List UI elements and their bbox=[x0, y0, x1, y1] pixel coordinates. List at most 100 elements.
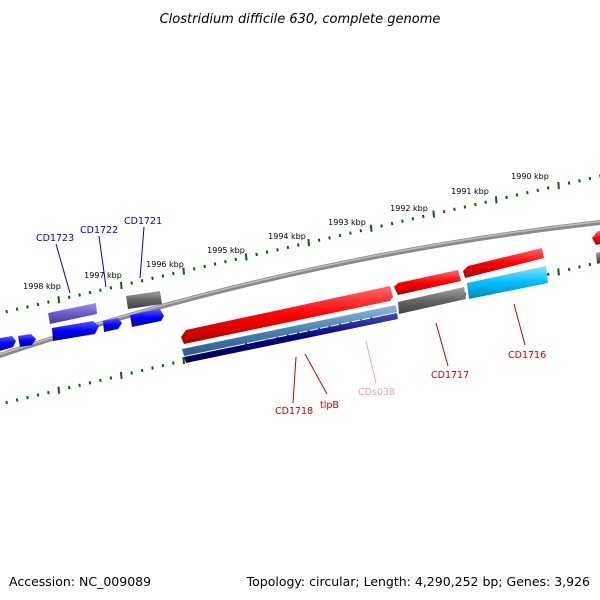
scale-tick-upper bbox=[442, 210, 446, 214]
scale-tick-upper bbox=[203, 264, 206, 269]
scale-tick-upper bbox=[130, 281, 133, 285]
scale-tick-lower bbox=[567, 267, 571, 272]
gene-feature-red-edge[interactable] bbox=[592, 231, 600, 245]
scale-tick-upper bbox=[328, 236, 331, 240]
scale-tick-upper bbox=[109, 286, 113, 290]
gene-feature-gray[interactable] bbox=[398, 287, 466, 314]
scale-tick-upper bbox=[140, 279, 144, 283]
scale-tick-upper bbox=[494, 196, 498, 204]
scale-tick-lower bbox=[130, 371, 133, 375]
scale-tick-upper bbox=[255, 252, 258, 257]
scale-tick-lower bbox=[578, 265, 581, 269]
scale-tick-upper bbox=[88, 290, 92, 295]
leader-line-cd1723 bbox=[55, 243, 71, 294]
scale-tick-upper bbox=[526, 191, 529, 195]
feature-layer bbox=[0, 231, 600, 363]
gene-feature-cd1721[interactable] bbox=[126, 291, 162, 309]
scale-tick-upper bbox=[578, 179, 581, 183]
label-leader-lines bbox=[55, 226, 526, 404]
scale-tick-label: 1995 kbp bbox=[207, 246, 245, 255]
scale-tick-upper bbox=[369, 224, 373, 232]
scale-tick-upper bbox=[463, 205, 467, 209]
leader-line-tlpb bbox=[304, 353, 328, 395]
scale-tick-lower bbox=[47, 391, 50, 395]
scale-tick-upper bbox=[99, 288, 102, 292]
scale-tick-upper bbox=[317, 238, 321, 242]
scale-tick-upper bbox=[432, 210, 435, 218]
gene-feature-cd1722[interactable] bbox=[103, 318, 122, 332]
scale-tick-upper bbox=[57, 296, 61, 304]
scale-tick-upper bbox=[557, 181, 560, 190]
leader-line-cd1718 bbox=[292, 356, 297, 404]
scale-tick-upper bbox=[213, 262, 217, 266]
gene-feature-blue[interactable] bbox=[130, 309, 164, 327]
scale-ruler-layer: 1990 kbp 1991 kbp 1992 kbp 1993 kbp 1994 kbp… bbox=[5, 172, 600, 405]
scale-tick-upper bbox=[47, 300, 50, 304]
scale-tick-upper bbox=[359, 229, 363, 233]
scale-tick-lower bbox=[88, 381, 92, 385]
scale-tick-lower bbox=[588, 262, 592, 267]
scale-tick-lower bbox=[67, 386, 71, 390]
gene-feature-gray-edge[interactable] bbox=[596, 252, 600, 264]
leader-line-cd1722 bbox=[98, 235, 107, 288]
scale-tick-lower bbox=[182, 357, 185, 365]
scale-tick-lower bbox=[57, 386, 61, 394]
scale-tick-upper bbox=[401, 219, 404, 223]
scale-tick-upper bbox=[265, 250, 269, 254]
gene-feature-blue[interactable] bbox=[52, 321, 99, 341]
scale-tick-upper bbox=[161, 274, 165, 278]
scale-tick-lower bbox=[109, 376, 113, 380]
scale-tick-label: 1993 kbp bbox=[328, 218, 366, 227]
scale-tick-upper bbox=[297, 243, 300, 247]
gene-feature-tlpb[interactable] bbox=[182, 305, 397, 356]
scale-tick-upper bbox=[453, 207, 456, 211]
gene-label-cd1721[interactable]: CD1721 bbox=[124, 216, 162, 227]
scale-tick-lower bbox=[546, 272, 550, 276]
scale-tick-upper bbox=[515, 193, 519, 197]
scale-tick-upper bbox=[546, 186, 550, 190]
scale-tick-upper bbox=[224, 260, 227, 264]
scale-tick-upper bbox=[120, 281, 123, 289]
scale-tick-upper bbox=[151, 276, 154, 280]
scale-tick-lower bbox=[557, 268, 560, 276]
gene-feature-cd1717[interactable] bbox=[394, 270, 461, 295]
scale-tick-lower bbox=[5, 400, 8, 405]
scale-tick-lower bbox=[99, 378, 102, 382]
scale-tick-upper bbox=[588, 176, 592, 181]
scale-tick-upper bbox=[36, 302, 40, 307]
leader-line-cd1716 bbox=[513, 303, 526, 346]
leader-line-cd1721 bbox=[139, 226, 145, 279]
gene-feature-cd1723[interactable] bbox=[48, 303, 97, 324]
scale-tick-upper bbox=[411, 217, 415, 221]
gene-feature-blue[interactable] bbox=[18, 334, 36, 347]
scale-tick-upper bbox=[380, 224, 383, 228]
gene-feature-cyan[interactable] bbox=[467, 266, 548, 299]
gene-label-cd1718[interactable]: CD1718 bbox=[275, 406, 313, 417]
gene-label-cd1723[interactable]: CD1723 bbox=[36, 233, 74, 244]
scale-tick-lower bbox=[172, 361, 175, 365]
scale-tick-label: 1991 kbp bbox=[451, 187, 489, 196]
gene-feature-cds038[interactable] bbox=[184, 313, 398, 363]
gene-label-tlpb[interactable]: tlpB bbox=[320, 400, 339, 411]
scale-tick-label: 1992 kbp bbox=[390, 204, 428, 213]
scale-tick-upper bbox=[78, 293, 81, 297]
scale-tick-upper bbox=[182, 267, 185, 275]
gene-label-cd1717[interactable]: CD1717 bbox=[431, 370, 469, 381]
gene-label-cds038[interactable]: CDs038 bbox=[358, 387, 395, 398]
genome-summary-text: Topology: circular; Length: 4,290,252 bp… bbox=[246, 574, 590, 589]
leader-line-cds038 bbox=[365, 340, 377, 384]
scale-tick-upper bbox=[338, 233, 342, 238]
scale-tick-label: 1997 kbp bbox=[84, 271, 122, 280]
gene-feature-cd1716[interactable] bbox=[463, 248, 544, 278]
scale-tick-upper bbox=[67, 295, 71, 299]
scale-tick-upper bbox=[26, 305, 29, 309]
leader-line-cd1717 bbox=[435, 322, 449, 367]
scale-tick-label: 1998 kbp bbox=[23, 282, 61, 291]
scale-tick-upper bbox=[307, 239, 310, 247]
gene-feature-cd1718[interactable] bbox=[181, 286, 393, 344]
scale-tick-lower bbox=[26, 395, 29, 400]
gene-feature-blue[interactable] bbox=[0, 336, 16, 351]
gene-label-cd1722[interactable]: CD1722 bbox=[80, 225, 118, 236]
gene-label-cd1716[interactable]: CD1716 bbox=[508, 350, 546, 361]
